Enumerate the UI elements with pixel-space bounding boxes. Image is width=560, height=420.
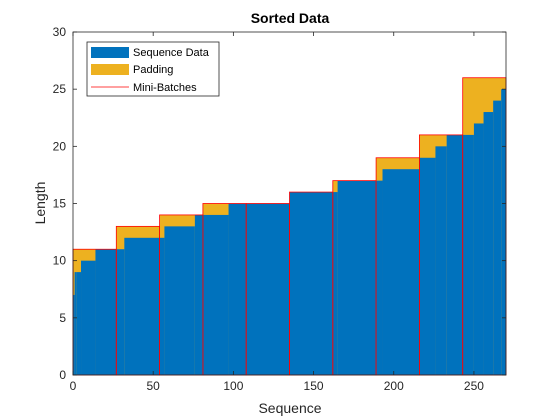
sequence-bar <box>228 203 247 375</box>
y-tick-label: 30 <box>53 25 67 39</box>
sequence-bar <box>159 237 165 375</box>
sequence-bar <box>246 203 290 375</box>
sequence-bar <box>376 180 383 375</box>
sequence-bar <box>95 249 117 375</box>
legend-swatch-sequence-data <box>91 47 129 58</box>
y-tick-label: 15 <box>53 197 67 211</box>
sequence-bar <box>462 134 474 375</box>
sequence-bar <box>202 214 229 375</box>
x-tick-label: 0 <box>70 379 77 393</box>
sequence-bar <box>483 112 494 376</box>
sequence-bar <box>124 237 160 375</box>
sequence-bar <box>435 146 447 375</box>
x-tick-label: 100 <box>223 379 243 393</box>
axes-layer: 0 50 100 150 200 250 0 5 10 15 20 25 30 <box>53 25 507 393</box>
sequence-bar <box>473 123 484 375</box>
sequence-bar <box>501 89 506 376</box>
legend-label-padding: Padding <box>133 64 173 76</box>
sequence-bar <box>116 249 125 375</box>
sequence-bar <box>73 294 75 375</box>
x-tick-label: 150 <box>304 379 324 393</box>
y-tick-label: 0 <box>59 368 66 382</box>
sequence-bar <box>289 192 333 375</box>
x-tick-label: 250 <box>464 379 484 393</box>
sequence-bar <box>382 169 420 375</box>
sequence-bar <box>81 260 96 375</box>
sequence-bar <box>419 157 436 375</box>
y-tick-label: 5 <box>59 311 66 325</box>
sequence-bar <box>194 214 203 375</box>
y-tick-label: 10 <box>53 254 67 268</box>
legend-swatch-padding <box>91 64 129 75</box>
sequence-data-layer <box>73 89 506 376</box>
x-axis-label: Sequence <box>258 400 321 416</box>
sequence-bar <box>493 100 502 375</box>
chart-title: Sorted Data <box>251 10 330 26</box>
sequence-bar <box>164 226 195 375</box>
sequence-bar <box>76 272 82 375</box>
x-tick-label: 50 <box>147 379 161 393</box>
y-tick-label: 25 <box>53 82 67 96</box>
sequence-bar <box>337 180 377 375</box>
x-tick-label: 200 <box>384 379 404 393</box>
legend: Sequence Data Padding Mini-Batches <box>86 41 220 97</box>
y-tick-label: 20 <box>53 139 67 153</box>
y-axis-label: Length <box>32 182 48 225</box>
sequence-bar <box>74 272 77 375</box>
sequence-bar <box>446 134 463 375</box>
legend-label-sequence-data: Sequence Data <box>133 47 210 59</box>
legend-label-mini-batches: Mini-Batches <box>133 82 197 94</box>
sequence-bar <box>332 192 338 375</box>
